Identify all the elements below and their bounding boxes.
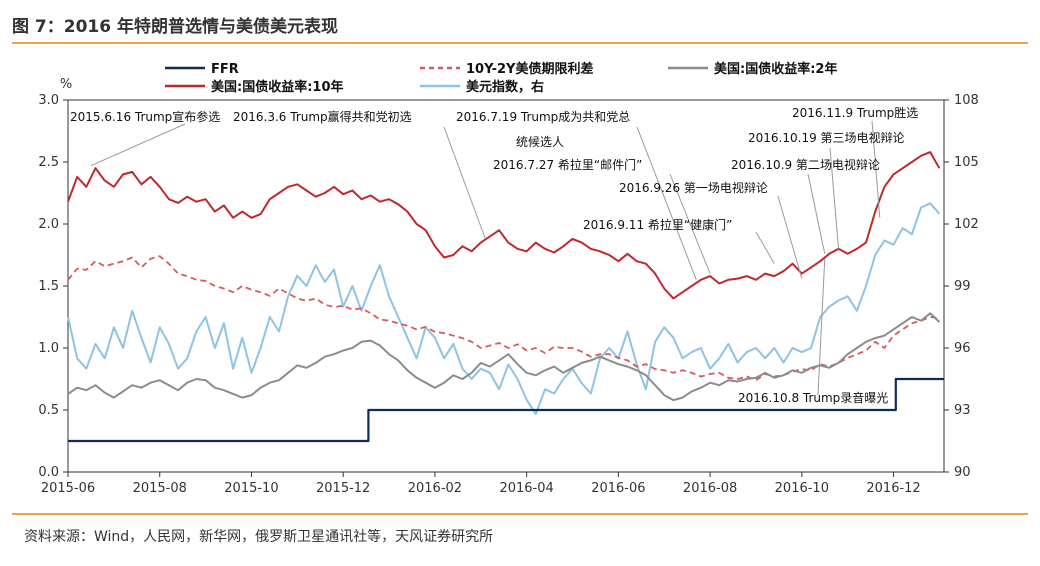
y-tick-label: 0.5	[38, 403, 59, 418]
y-tick-label: 0.0	[38, 465, 59, 480]
x-tick-label: 2016-12	[866, 481, 920, 496]
annotation-leaders	[90, 120, 881, 396]
annotation-label: 统候选人	[516, 135, 564, 149]
y2-tick-label: 96	[954, 341, 971, 356]
annotation-label: 2016.3.6 Trump赢得共和党初选	[233, 109, 412, 124]
plot-area	[67, 99, 945, 473]
figure-title-bar: 图 7：2016 年特朗普选情与美债美元表现	[12, 8, 1028, 44]
y-axis-unit: %	[60, 77, 72, 92]
series-group	[67, 151, 944, 443]
plot-frame	[67, 99, 945, 473]
y2-tick-label: 102	[954, 217, 979, 232]
annotation-label: 2016.10.8 Trump录音曝光	[738, 390, 888, 405]
y2-tick-label: 99	[954, 279, 971, 294]
annotation-leader	[755, 231, 775, 264]
y2-tick-label: 93	[954, 403, 971, 418]
annotation-label: 2016.9.11 希拉里“健康门”	[583, 217, 732, 232]
x-tick-label: 2015-12	[316, 481, 370, 496]
legend-label-10y2y-spread: 10Y-2Y美债期限利差	[466, 61, 593, 77]
x-tick-label: 2016-04	[499, 481, 553, 496]
y2-tick-label: 105	[954, 155, 979, 170]
annotation-label: 2016.9.26 第一场电视辩论	[619, 180, 768, 195]
x-tick-label: 2015-10	[224, 481, 278, 496]
x-tick-label: 2016-08	[683, 481, 737, 496]
legend-label-dollar-index: 美元指数，右	[466, 79, 544, 95]
figure-title: 图 7：2016 年特朗普选情与美债美元表现	[12, 17, 338, 37]
series-10y-yield	[67, 151, 941, 300]
legend-label-ffr: FFR	[211, 62, 239, 77]
x-tick-label: 2016-06	[591, 481, 645, 496]
y2-tick-label: 108	[954, 93, 979, 108]
series-10y2y-spread	[67, 255, 940, 382]
legend-label-10y-yield: 美国:国债收益率:10年	[211, 79, 344, 95]
source-note: 资料来源：Wind，人民网，新华网，俄罗斯卫星通讯社等，天风证券研究所	[24, 529, 494, 545]
series-dollar-index	[67, 202, 941, 416]
series-ffr	[68, 377, 944, 443]
x-tick-label: 2015-08	[133, 481, 187, 496]
axes: 0.0 0.5 1.0 1.5 2.0 2.5 3.0 90 93 96 99 102 105 108 20…	[38, 77, 979, 496]
series-2y-yield	[67, 312, 941, 402]
y2-tick-label: 90	[954, 465, 971, 480]
title-divider	[12, 42, 1028, 44]
annotation-label: 2016.7.27 希拉里“邮件门”	[493, 157, 642, 172]
annotation-leader	[817, 258, 826, 396]
annotation-leader	[777, 195, 803, 279]
x-tick-label: 2016-10	[775, 481, 829, 496]
legend-label-2y-yield: 美国:国债收益率:2年	[714, 61, 837, 77]
y-tick-label: 2.5	[38, 155, 59, 170]
x-tick-label: 2016-02	[408, 481, 462, 496]
annotation-leader	[669, 173, 711, 274]
y-tick-label: 1.0	[38, 341, 59, 356]
annotation-leader	[443, 126, 486, 240]
annotation-leader	[829, 147, 840, 249]
source-divider	[12, 513, 1028, 515]
annotation-leader	[871, 120, 881, 218]
y-tick-label: 2.0	[38, 217, 59, 232]
annotation-label: 2016.7.19 Trump成为共和党总	[456, 109, 630, 124]
y-tick-label: 3.0	[38, 93, 59, 108]
x-tick-label: 2015-06	[41, 481, 95, 496]
annotation-leader	[90, 123, 186, 167]
y-tick-label: 1.5	[38, 279, 59, 294]
annotation-label: 2016.10.9 第二场电视辩论	[731, 157, 880, 172]
annotation-leader	[807, 173, 826, 254]
annotation-leader	[636, 126, 697, 280]
annotation-label: 2015.6.16 Trump宣布参选	[70, 109, 220, 124]
annotations: 2015.6.16 Trump宣布参选 2016.3.6 Trump赢得共和党初选…	[70, 105, 918, 405]
annotation-label: 2016.10.19 第三场电视辩论	[748, 130, 905, 145]
annotation-label: 2016.11.9 Trump胜选	[792, 105, 918, 120]
